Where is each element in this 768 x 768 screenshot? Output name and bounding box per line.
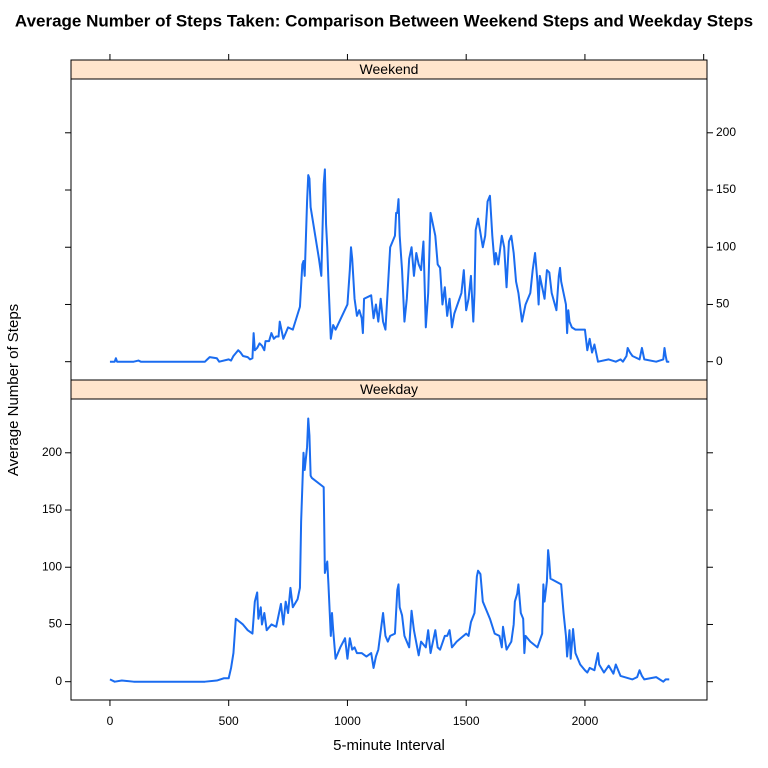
x-tick-label: 1500 xyxy=(453,714,480,728)
x-axis-label: 5-minute Interval xyxy=(333,737,445,754)
chart-title: Average Number of Steps Taken: Compariso… xyxy=(15,11,753,30)
y-axis-label: Average Number of Steps xyxy=(5,304,22,476)
strip-label: Weekend xyxy=(360,61,419,77)
y-tick-label: 150 xyxy=(42,502,62,516)
panel-frame xyxy=(70,398,708,701)
y-tick-label: 50 xyxy=(49,617,63,631)
y-tick-label: 0 xyxy=(55,674,62,688)
panel-frame xyxy=(70,78,708,381)
y-tick-label: 150 xyxy=(716,182,736,196)
x-tick-label: 500 xyxy=(219,714,239,728)
strip-label: Weekday xyxy=(360,381,418,397)
data-line xyxy=(109,417,670,683)
x-tick-label: 2000 xyxy=(572,714,599,728)
data-line xyxy=(109,168,670,363)
x-tick-label: 1000 xyxy=(334,714,361,728)
y-tick-label: 200 xyxy=(42,445,62,459)
y-tick-label: 200 xyxy=(716,125,736,139)
x-tick-label: 0 xyxy=(107,714,114,728)
y-tick-label: 50 xyxy=(716,297,730,311)
y-tick-label: 100 xyxy=(42,559,62,573)
y-tick-label: 0 xyxy=(716,354,723,368)
y-tick-label: 100 xyxy=(716,239,736,253)
